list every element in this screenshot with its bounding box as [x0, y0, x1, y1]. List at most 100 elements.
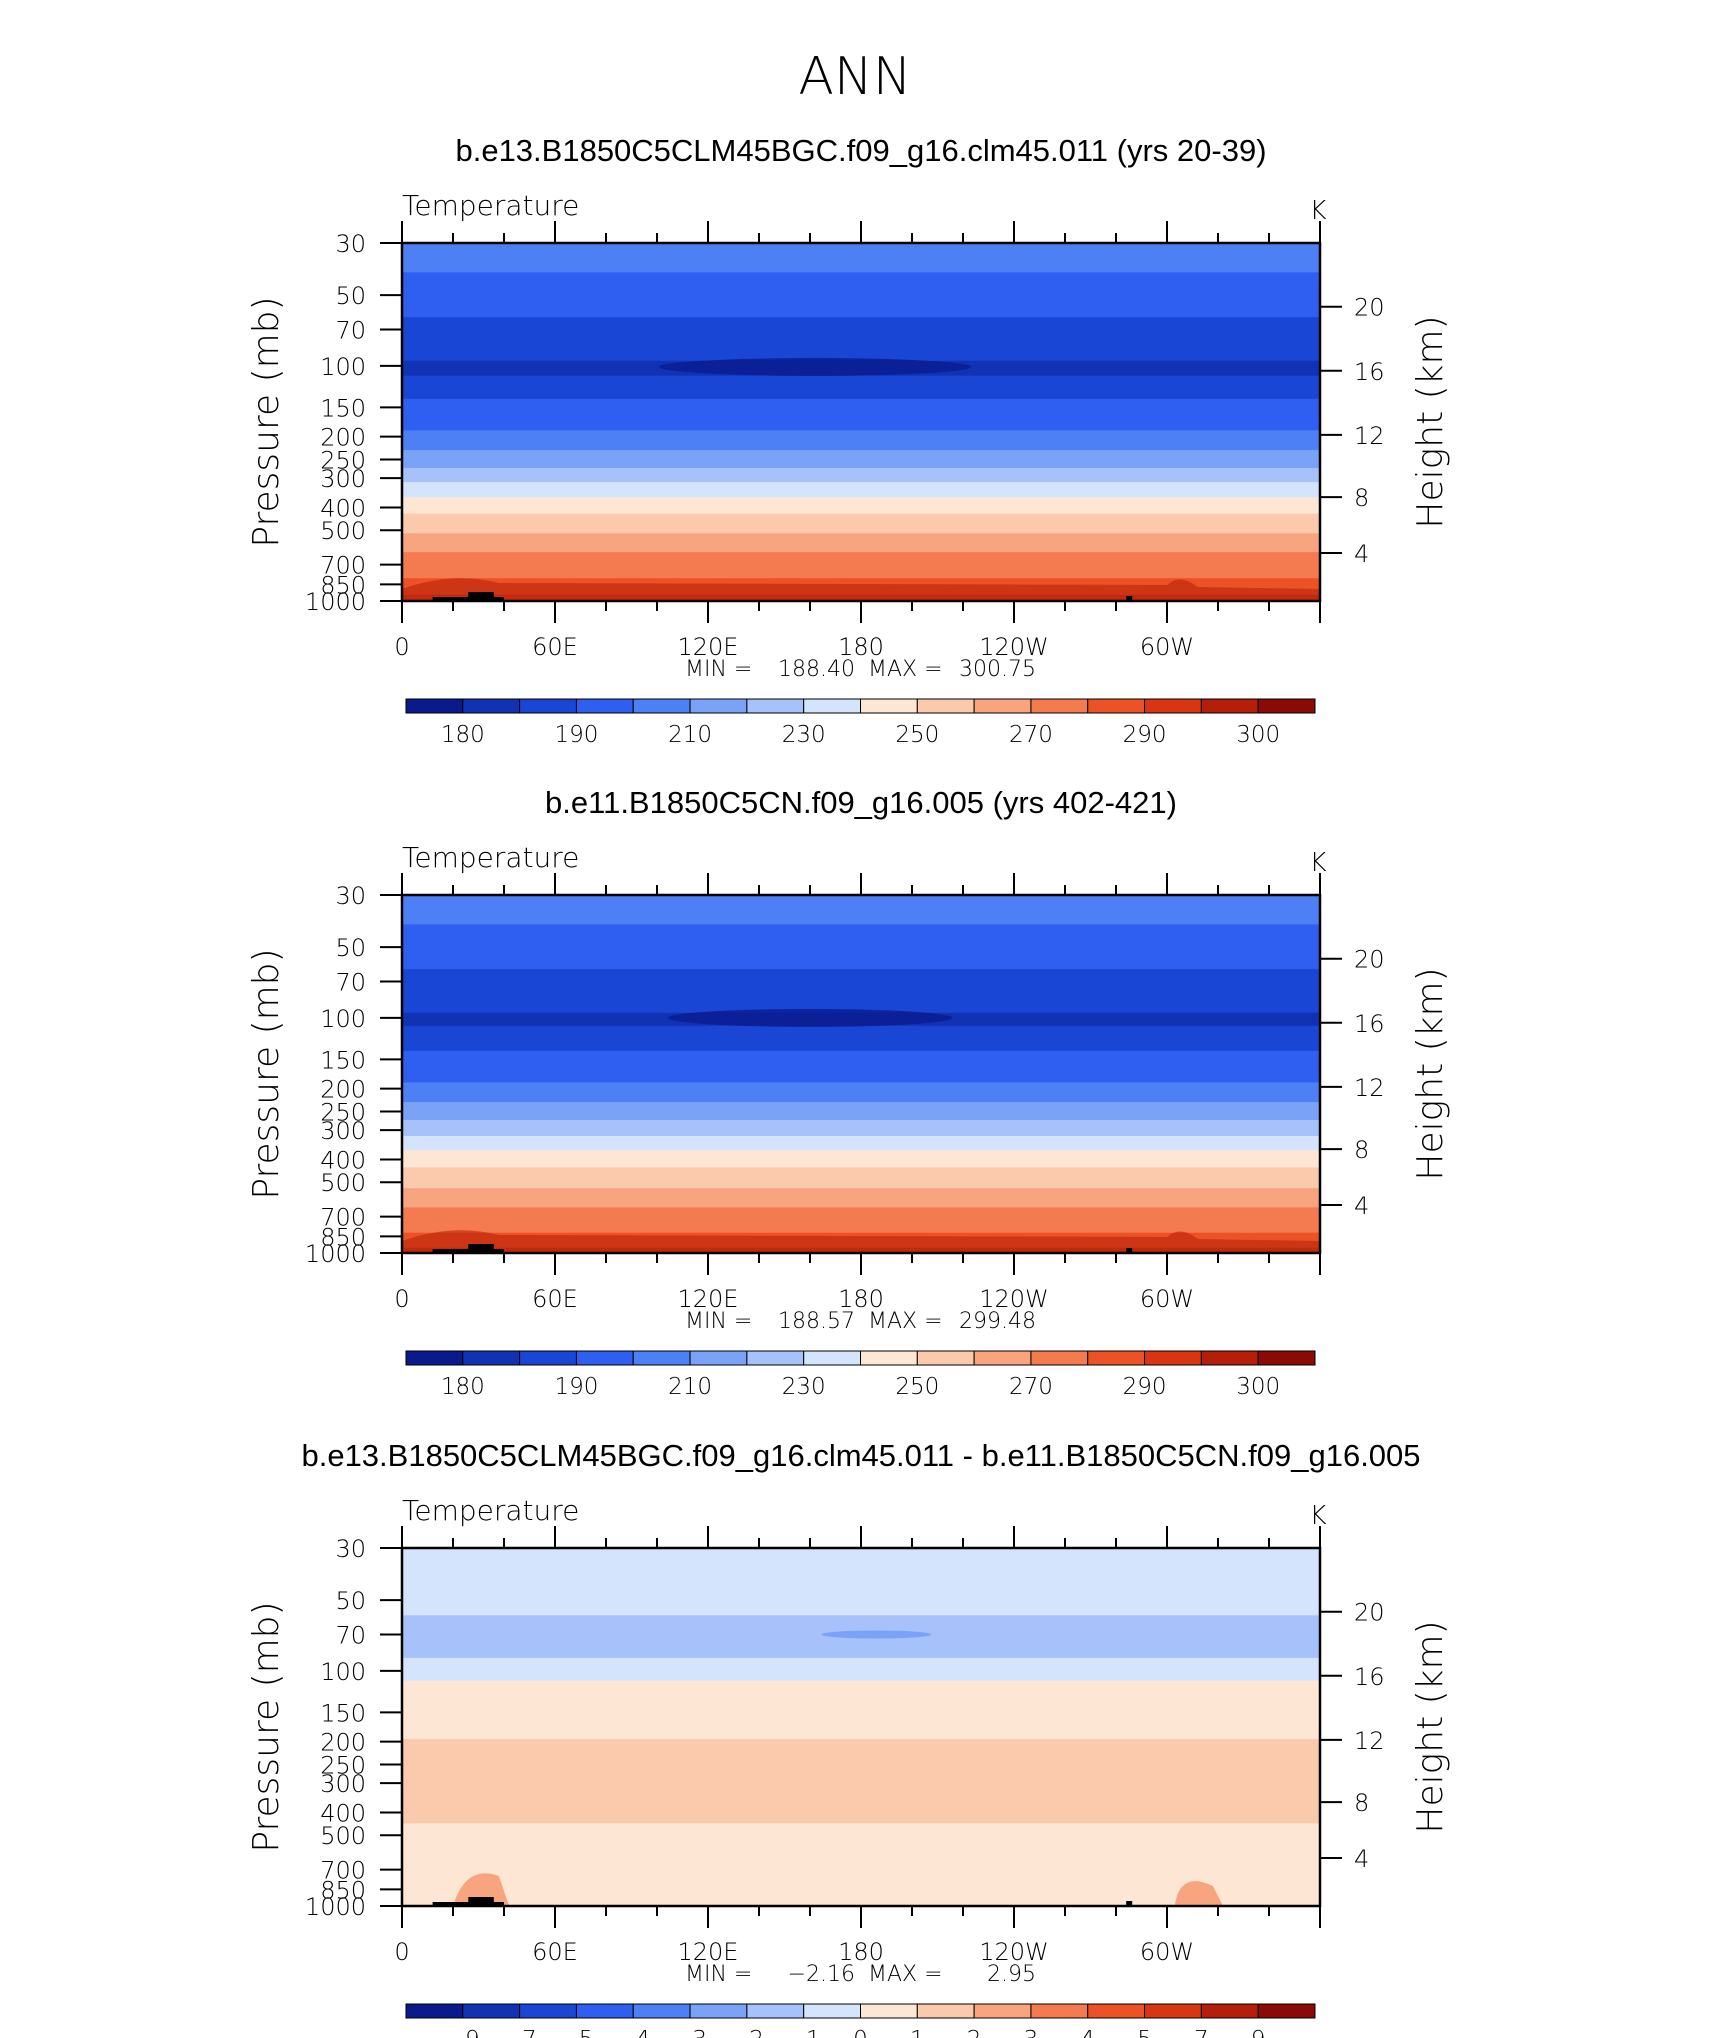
difference-minimum-contour	[821, 1630, 932, 1639]
surface-warm-contour	[453, 1873, 510, 1906]
y-tick-label: 500	[320, 1169, 366, 1197]
panels: b.e13.B1850C5CLM45BGC.f09_g16.clm45.011 …	[246, 133, 1451, 2038]
y2-axis-label: Height (km)	[1410, 967, 1451, 1180]
figure-title: ANN	[798, 47, 911, 107]
contour-band	[402, 1207, 1320, 1234]
variable-label: Temperature	[402, 841, 579, 874]
y-tick-label: 150	[320, 1046, 366, 1074]
y-tick-label: 100	[320, 353, 366, 381]
contour-band	[402, 482, 1320, 498]
contour-band	[402, 1120, 1320, 1137]
contour-band	[402, 895, 1320, 925]
contour-band	[402, 1025, 1320, 1052]
colorbar-label: 2	[967, 2027, 982, 2038]
x-tick-label: 0	[394, 1285, 409, 1313]
colorbar-swatch	[1257, 1350, 1316, 1366]
x-tick-label: 60W	[1140, 1285, 1194, 1313]
colorbar-label: −2	[730, 2027, 764, 2038]
colorbar-label: 230	[782, 722, 826, 748]
colorbar-swatch	[689, 698, 748, 714]
terrain-mask	[1126, 1901, 1133, 1906]
colorbar-label: 5	[1137, 2027, 1152, 2038]
colorbar-label: 190	[554, 722, 598, 748]
y2-tick-label: 20	[1354, 1599, 1385, 1627]
contour-band	[402, 243, 1320, 273]
y-tick-label: 500	[320, 1822, 366, 1850]
colorbar-label: 9	[1251, 2027, 1266, 2038]
colorbar-label: −9	[446, 2027, 480, 2038]
y-axis-label: Pressure (mb)	[246, 296, 287, 547]
y-tick-label: 250	[320, 1098, 366, 1126]
colorbar-label: 210	[668, 1374, 712, 1400]
colorbar-swatch	[916, 2003, 975, 2019]
chart-panel-1: b.e13.B1850C5CLM45BGC.f09_g16.clm45.011 …	[246, 133, 1451, 748]
surface-warm-contour	[1174, 1881, 1224, 1906]
contour-band	[402, 552, 1320, 579]
contour-band	[402, 1082, 1320, 1103]
contour-band	[402, 924, 1320, 970]
y-tick-label: 850	[320, 571, 366, 599]
y2-tick-label: 4	[1354, 1192, 1369, 1220]
colorbar-label: 270	[1009, 1374, 1053, 1400]
y-tick-label: 150	[320, 1699, 366, 1727]
y2-tick-label: 20	[1354, 294, 1385, 322]
colorbar-swatch	[462, 2003, 521, 2019]
y-tick-label: 70	[335, 317, 366, 345]
contour-band	[402, 317, 1320, 362]
y2-tick-label: 16	[1354, 1663, 1385, 1691]
colorbar-swatch	[1200, 1350, 1259, 1366]
y2-tick-label: 8	[1354, 1789, 1369, 1817]
y2-axis-label: Height (km)	[1410, 1620, 1451, 1833]
y2-tick-label: 8	[1354, 1136, 1369, 1164]
colorbar-swatch	[1087, 1350, 1146, 1366]
y-tick-label: 70	[335, 1622, 366, 1650]
chart-panel-3: b.e13.B1850C5CLM45BGC.f09_g16.clm45.011 …	[246, 1438, 1451, 2038]
x-tick-label: 180	[838, 1938, 884, 1966]
y-tick-label: 200	[320, 1729, 366, 1757]
y2-axis-label: Height (km)	[1410, 315, 1451, 528]
max-label: MAX =	[868, 1309, 943, 1334]
colorbar: 180 190 210 230 250 270 290 300	[405, 698, 1316, 748]
colorbar-swatch	[860, 698, 918, 714]
contour-band	[402, 1823, 1320, 1906]
colorbar-swatch	[1144, 2003, 1202, 2019]
plot-area	[402, 1548, 1320, 1906]
y-tick-label: 400	[320, 494, 366, 522]
y2-tick-label: 12	[1354, 1727, 1385, 1755]
cold-core-contour	[659, 357, 972, 376]
colorbar-label: −7	[503, 2027, 537, 2038]
contour-band	[402, 533, 1320, 553]
colorbar-label: 1	[910, 2027, 925, 2038]
contour-band	[402, 1548, 1320, 1616]
min-value: 188.40	[778, 657, 855, 682]
y-tick-label: 300	[320, 465, 366, 493]
x-tick-label: 60E	[532, 1285, 578, 1313]
colorbar-swatch	[746, 1350, 805, 1366]
y-tick-label: 1000	[305, 588, 366, 616]
colorbar-swatch	[1200, 698, 1259, 714]
colorbar-swatch	[1030, 2003, 1089, 2019]
y-tick-label: 30	[335, 230, 366, 258]
colorbar-swatch	[519, 2003, 577, 2019]
colorbar-swatch	[405, 1350, 464, 1366]
colorbar-label: −5	[559, 2027, 593, 2038]
colorbar-label: 290	[1123, 722, 1167, 748]
y2-tick-label: 4	[1354, 540, 1369, 568]
y-tick-label: 300	[320, 1770, 366, 1798]
colorbar-label: −1	[787, 2027, 821, 2038]
x-tick-label: 60E	[532, 633, 578, 661]
x-tick-label: 0	[394, 633, 409, 661]
colorbar-swatch	[405, 2003, 464, 2019]
contour-band	[402, 1680, 1320, 1740]
y-tick-label: 70	[335, 969, 366, 997]
y-tick-label: 700	[320, 1204, 366, 1232]
max-value: 300.75	[959, 657, 1036, 682]
colorbar-swatch	[1257, 698, 1316, 714]
y2-tick-label: 16	[1354, 1010, 1385, 1038]
contour-band	[402, 1188, 1320, 1209]
colorbar-swatch	[1257, 2003, 1316, 2019]
colorbar-swatch	[803, 2003, 861, 2019]
x-tick-label: 60W	[1140, 633, 1194, 661]
colorbar-swatch	[916, 1350, 975, 1366]
